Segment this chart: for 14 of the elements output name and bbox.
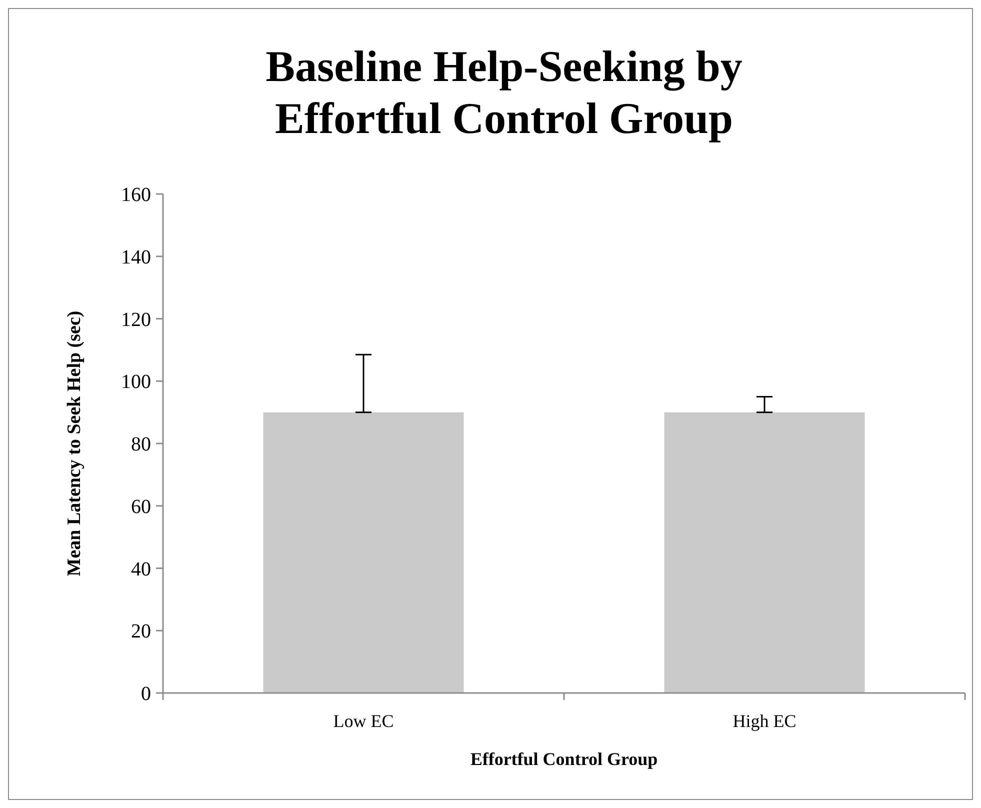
x-axis-title: Effortful Control Group — [470, 749, 658, 769]
y-axis-title: Mean Latency to Seek Help (sec) — [64, 310, 85, 576]
x-tick-label: High EC — [732, 711, 796, 731]
y-tick-label: 60 — [131, 496, 151, 518]
chart-title: Baseline Help-Seeking by Effortful Control Group — [266, 42, 742, 143]
y-tick-label: 160 — [121, 184, 151, 206]
y-tick-label: 40 — [131, 558, 151, 580]
y-tick-label: 0 — [141, 683, 151, 705]
y-tick-label: 120 — [121, 308, 151, 331]
x-tick-label: Low EC — [333, 711, 394, 731]
y-tick-label: 140 — [121, 246, 151, 268]
y-tick-label: 20 — [131, 620, 151, 643]
y-tick-label: 80 — [131, 434, 151, 456]
y-tick-label: 100 — [121, 371, 151, 394]
